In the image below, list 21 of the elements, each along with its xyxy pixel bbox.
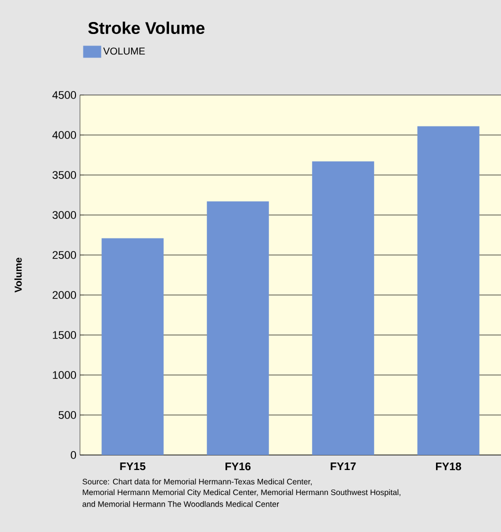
bar — [417, 126, 480, 455]
x-tick-label: FY18 — [436, 462, 461, 470]
bar — [206, 201, 269, 455]
y-tick-label: 1000 — [52, 371, 76, 379]
x-tick-label: FY17 — [330, 462, 356, 470]
x-tick-label: FY16 — [225, 462, 250, 470]
legend-label: VOLUME — [103, 48, 145, 55]
y-tick-label: 4000 — [52, 131, 76, 139]
y-tick-label: 3000 — [52, 211, 76, 219]
y-tick-label: 3500 — [52, 171, 76, 179]
y-tick-label: 4500 — [52, 91, 76, 99]
y-tick-label: 1500 — [52, 331, 76, 339]
y-tick-label: 2500 — [52, 251, 76, 259]
y-tick-label: 2000 — [52, 291, 76, 299]
x-tick-label: FY15 — [120, 462, 146, 470]
y-tick-label: 500 — [58, 411, 76, 419]
bar — [312, 161, 374, 455]
y-axis-title: Volume — [14, 258, 22, 293]
chart-title: Stroke Volume — [88, 22, 204, 34]
bar — [101, 238, 164, 455]
y-tick-label: 0 — [70, 451, 76, 459]
